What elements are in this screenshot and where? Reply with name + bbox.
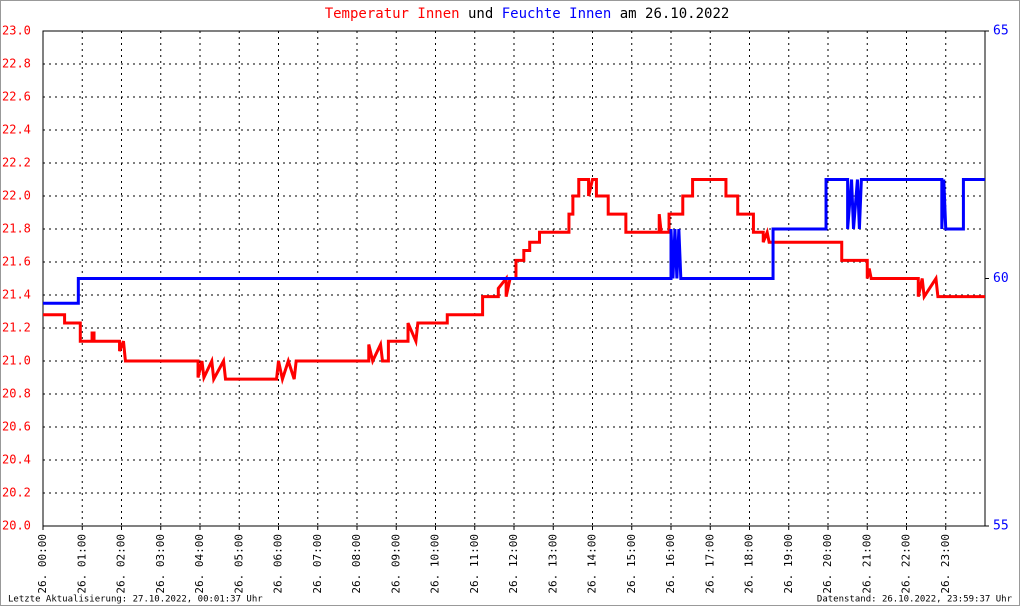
x-tick-label: 26. 12:00: [507, 534, 520, 594]
plot-border: [42, 30, 986, 527]
x-tick-label: 26. 00:00: [36, 534, 49, 594]
y-tick-label: 21.6: [2, 255, 31, 269]
x-tick-label: 26. 22:00: [900, 534, 913, 594]
x-tick-label: 26. 08:00: [350, 534, 363, 594]
x-tick-label: 26. 15:00: [625, 534, 638, 594]
x-tick-label: 26. 21:00: [860, 534, 873, 594]
y-tick-label: 20.0: [2, 519, 31, 533]
title-series-2: Feuchte Innen: [502, 6, 612, 22]
x-tick-label: 26. 19:00: [782, 534, 795, 594]
x-tick-label: 26. 09:00: [389, 534, 402, 594]
footer-right: Datenstand: 26.10.2022, 23:59:37 Uhr: [817, 595, 1013, 605]
x-tick-label: 26. 03:00: [154, 534, 167, 594]
y-tick-label: 22.6: [2, 90, 31, 104]
title-suffix: am 26.10.2022: [620, 6, 730, 22]
y-tick-label: 22.0: [2, 189, 31, 203]
y-tick-label: 21.0: [2, 354, 31, 368]
x-tick-label: 26. 20:00: [821, 534, 834, 594]
y-tick-label: 20.8: [2, 387, 31, 401]
footer-left: Letzte Aktualisierung: 27.10.2022, 00:01…: [8, 595, 263, 605]
y2-tick-label: 65: [993, 24, 1009, 39]
x-tick-label: 26. 07:00: [311, 534, 324, 594]
x-tick-label: 26. 14:00: [586, 534, 599, 594]
x-tick-label: 26. 01:00: [75, 534, 88, 594]
y-tick-label: 20.4: [2, 453, 31, 467]
x-tick-label: 26. 02:00: [115, 534, 128, 594]
series-line: [43, 178, 985, 305]
y-tick-label: 23.0: [2, 24, 31, 38]
chart-title: Temperatur Innen und Feuchte Innen am 26…: [325, 6, 730, 22]
y-tick-label: 22.2: [2, 156, 31, 170]
y2-tick-label: 60: [993, 271, 1009, 286]
x-tick-label: 26. 23:00: [939, 534, 952, 594]
y-tick-label: 20.2: [2, 486, 31, 500]
x-tick-label: 26. 11:00: [468, 534, 481, 594]
y-tick-label: 22.8: [2, 57, 31, 71]
x-tick-label: 26. 10:00: [429, 534, 442, 594]
y-tick-label: 22.4: [2, 123, 31, 137]
x-tick-label: 26. 18:00: [743, 534, 756, 594]
y2-tick-label: 55: [993, 519, 1009, 534]
x-tick-label: 26. 05:00: [232, 534, 245, 594]
y-tick-label: 21.8: [2, 222, 31, 236]
series-line: [43, 178, 985, 385]
title-series-1: Temperatur Innen: [325, 6, 460, 22]
y-tick-label: 20.6: [2, 420, 31, 434]
x-tick-label: 26. 13:00: [546, 534, 559, 594]
x-tick-label: 26. 16:00: [664, 534, 677, 594]
y-tick-label: 21.2: [2, 321, 31, 335]
title-joiner: und: [468, 6, 493, 22]
y-tick-label: 21.4: [2, 288, 31, 302]
x-tick-label: 26. 04:00: [193, 534, 206, 594]
x-tick-label: 26. 17:00: [703, 534, 716, 594]
x-tick-label: 26. 06:00: [272, 534, 285, 594]
